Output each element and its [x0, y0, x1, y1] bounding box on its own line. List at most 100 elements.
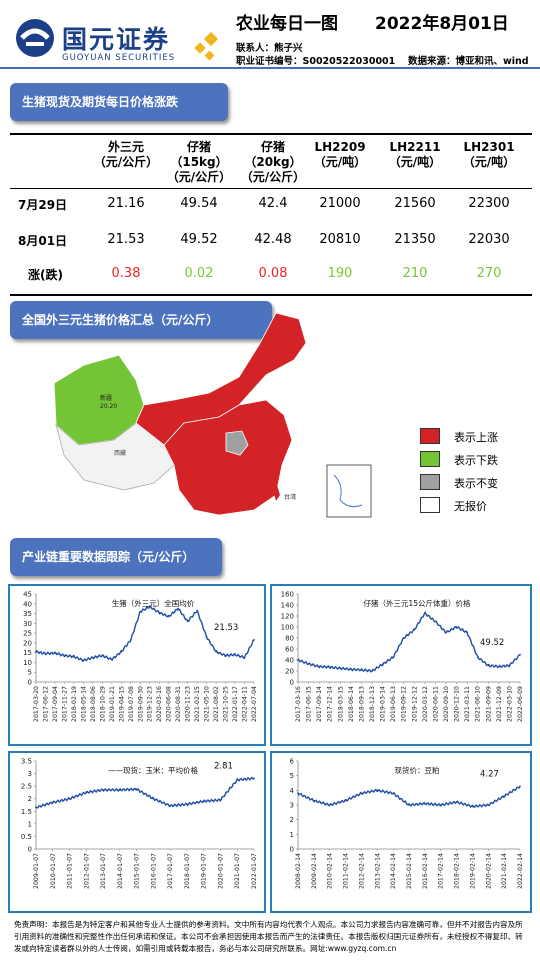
data-point: [434, 620, 437, 623]
y-tick-label: 60: [285, 646, 294, 654]
section-title-map: 全国外三元生猪价格汇总（元/公斤）: [10, 301, 272, 339]
x-tick-label: 2021-12-09: [496, 686, 503, 722]
x-tick-label: 2020-03-12: [422, 686, 429, 722]
data-point: [371, 670, 373, 672]
section-title-chain: 产业链重要数据跟踪（元/公斤）: [10, 538, 222, 576]
x-tick-label: 2020-06-08: [166, 686, 173, 722]
data-point: [54, 652, 56, 654]
data-point: [307, 662, 310, 665]
data-point: [497, 665, 500, 668]
table-cell: 20810: [319, 232, 361, 247]
data-point: [392, 792, 395, 795]
table-cell: 22300: [468, 196, 510, 211]
data-point: [519, 785, 521, 788]
data-point: [253, 777, 255, 780]
data-point: [118, 789, 121, 791]
legend-swatch: [420, 428, 440, 444]
x-tick-label: 2018-06-14: [348, 686, 355, 722]
data-point: [139, 610, 142, 613]
x-tick-label: 2019-03-14: [380, 686, 387, 722]
x-tick-label: 2010-01-07: [50, 853, 57, 889]
y-tick-label: 25: [23, 630, 32, 638]
x-tick-label: 2020-03-16: [156, 686, 163, 722]
x-tick-label: 2022-02-14: [517, 853, 524, 889]
chart-title: 仔猪（外三元15公斤体重）价格: [363, 598, 471, 608]
x-tick-label: 2016-02-14: [422, 853, 429, 889]
table-bottom-rule: [10, 294, 532, 296]
report-title: 农业每日一图: [236, 14, 338, 34]
x-tick-label: 2017-01-07: [167, 853, 174, 889]
x-tick-label: 2020-06-11: [432, 686, 439, 722]
x-tick-label: 2022-01-17: [232, 686, 239, 722]
data-point: [423, 802, 426, 805]
y-tick-label: 0: [290, 679, 294, 687]
x-tick-label: 2021-02-15: [194, 686, 201, 722]
x-tick-label: 2017-09-04: [52, 686, 59, 722]
legend-label: 表示下跌: [454, 454, 498, 467]
x-tick-label: 2021-08-02: [213, 686, 220, 722]
data-point: [408, 804, 410, 806]
chart-soymeal-price: 0 1 2 3 4 5 6 2008-02-14 2009-02-14 2010-02-14 201…: [290, 758, 524, 889]
series-line: [297, 786, 521, 809]
last-value-label: 21.53: [214, 623, 238, 633]
data-point: [339, 667, 342, 670]
x-tick-label: 2013-01-07: [100, 853, 107, 889]
data-point: [297, 659, 299, 661]
map-label-xinjiang-value: 20.20: [100, 403, 117, 410]
x-tick-label: 2018-02-19: [71, 686, 78, 722]
header-divider: [0, 67, 540, 69]
data-point: [101, 654, 104, 657]
table-cell: 270: [476, 266, 502, 281]
x-tick-label: 2019-07-08: [128, 686, 135, 722]
x-tick-label: 2018-05-14: [80, 686, 87, 722]
table-cell: 21350: [394, 232, 436, 247]
table-column-header: LH2209 （元/吨）: [313, 140, 367, 169]
x-tick-label: 2020-11-23: [185, 686, 192, 722]
y-tick-label: 20: [285, 668, 294, 676]
y-tick-label: 2: [28, 795, 32, 803]
data-point: [148, 605, 151, 608]
data-point: [423, 612, 426, 615]
map-label-xinjiang: 新疆: [100, 394, 112, 402]
data-point: [158, 611, 161, 614]
table-row-label: 8月01日: [18, 234, 68, 248]
x-tick-label: 2012-01-07: [83, 853, 90, 889]
legend-label: 表示不变: [454, 477, 498, 490]
legend-label: 无报价: [454, 500, 487, 513]
x-tick-label: 2019-09-30: [137, 686, 144, 722]
data-point: [152, 797, 155, 800]
x-tick-label: 2021-03-11: [464, 686, 471, 722]
data-point: [413, 628, 416, 631]
data-point: [297, 792, 299, 795]
legend-swatch: [420, 497, 440, 513]
data-point: [392, 656, 395, 659]
x-tick-label: 2008-02-14: [295, 853, 302, 889]
table-cell: 49.54: [180, 196, 218, 211]
data-point: [455, 626, 458, 628]
series-line: [35, 776, 255, 809]
data-point: [439, 804, 442, 806]
x-tick-label: 2015-01-07: [134, 853, 141, 889]
x-tick-label: 2012-02-14: [358, 853, 365, 889]
last-value-label: 4.27: [480, 769, 499, 779]
legend-swatch: [420, 474, 440, 490]
y-tick-label: 120: [281, 613, 294, 621]
license-number: 职业证书编号：S0020522030001: [236, 56, 396, 67]
x-tick-label: 2017-09-14: [316, 686, 323, 722]
logo-text-en: GUOYUAN SECURITIES: [62, 53, 176, 63]
y-tick-label: 15: [23, 649, 32, 657]
report-date: 2022年8月01日: [375, 14, 509, 34]
data-point: [328, 666, 331, 669]
x-tick-label: 2022-03-10: [506, 686, 513, 722]
south-sea-inset: [326, 464, 372, 518]
table-column-header: 仔猪 （15kg） （元/公斤）: [166, 140, 232, 184]
y-tick-label: 10: [23, 659, 32, 667]
table-cell: 22030: [468, 232, 510, 247]
data-point: [471, 805, 474, 808]
data-point: [487, 664, 490, 667]
x-tick-label: 2009-02-14: [311, 853, 318, 889]
x-tick-label: 2019-06-13: [390, 686, 397, 722]
x-tick-label: 2017-11-27: [61, 686, 68, 722]
data-point: [85, 791, 88, 794]
data-point: [344, 799, 347, 802]
